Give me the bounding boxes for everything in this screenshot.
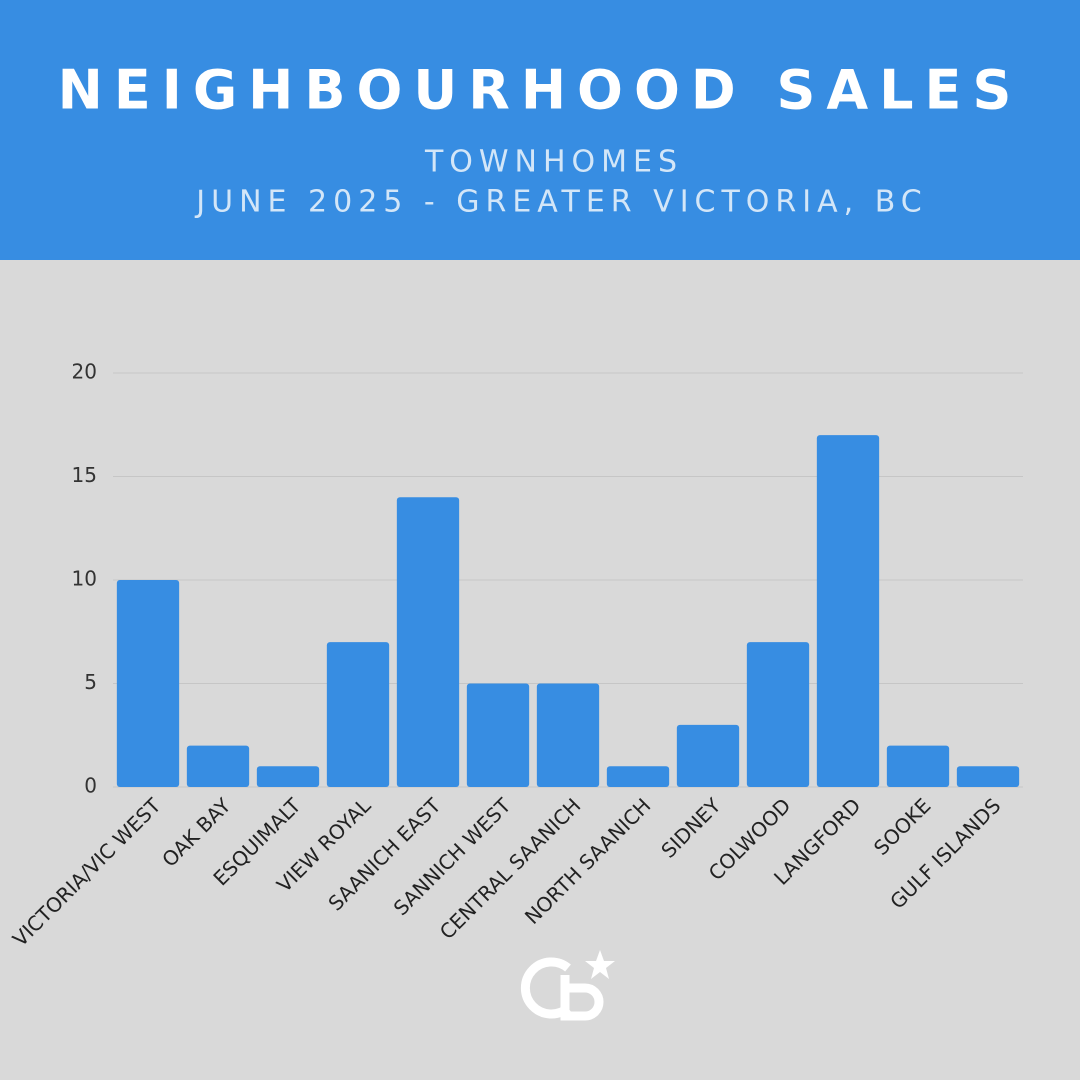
bar [466, 683, 530, 787]
bar [186, 745, 250, 787]
bar [606, 766, 670, 787]
y-tick-label: 5 [84, 670, 97, 694]
y-tick-label: 15 [72, 463, 97, 487]
bar [116, 580, 180, 787]
logo [520, 950, 615, 1021]
subtitle: TOWNHOMES [424, 145, 683, 180]
bar [536, 683, 600, 787]
logo-c [520, 957, 571, 1019]
bar [396, 497, 460, 787]
bar [676, 724, 740, 787]
bar [886, 745, 950, 787]
logo-b [560, 975, 604, 1021]
y-tick-label: 0 [84, 774, 97, 798]
bar [256, 766, 320, 787]
y-tick-label: 20 [72, 360, 97, 384]
header [0, 0, 1080, 260]
bar [956, 766, 1020, 787]
subtitle: JUNE 2025 - GREATER VICTORIA, BC [194, 185, 927, 220]
chart-title: NEIGHBOURHOOD SALES [58, 59, 1023, 122]
bar [746, 642, 810, 787]
bar [326, 642, 390, 787]
y-tick-label: 10 [72, 567, 97, 591]
logo-star [585, 950, 615, 979]
bar [816, 435, 880, 787]
